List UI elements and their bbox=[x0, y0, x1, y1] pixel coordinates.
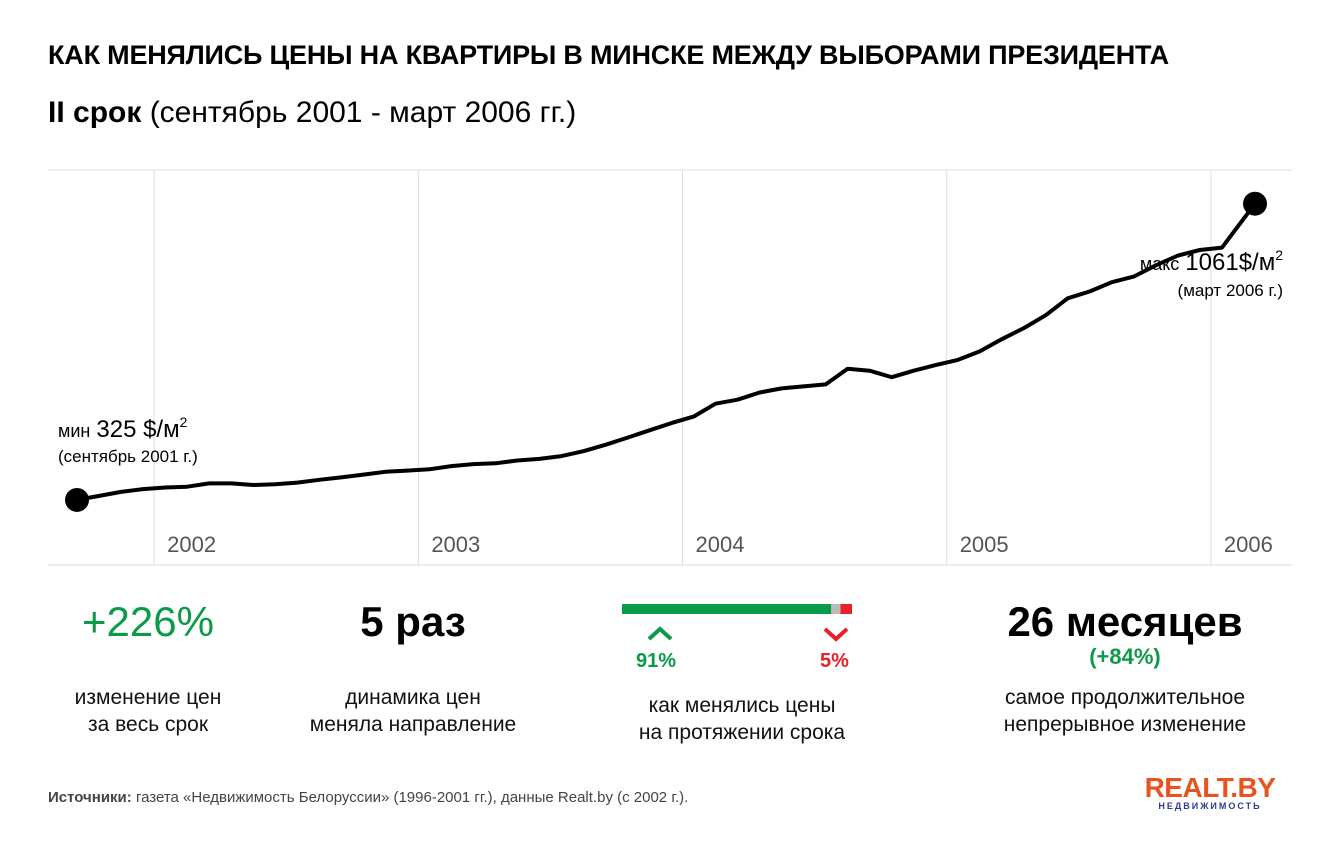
x-tick-label: 2004 bbox=[696, 532, 745, 557]
bar-flat bbox=[831, 604, 841, 614]
realt-logo[interactable]: REALT.BY НЕДВИЖИМОСТЬ bbox=[1140, 772, 1280, 811]
bar-down bbox=[840, 604, 852, 614]
min-point bbox=[65, 487, 89, 512]
chevron-up-icon bbox=[647, 626, 673, 641]
stat-longest-sub: (+84%) bbox=[1089, 644, 1161, 669]
logo-tagline: НЕДВИЖИМОСТЬ bbox=[1158, 801, 1262, 811]
sources-label: Источники: bbox=[48, 789, 132, 806]
max-prefix: макс bbox=[1140, 254, 1179, 274]
stat-split-caption-line2: на протяжении срока bbox=[638, 721, 846, 744]
subtitle-period: (сентябрь 2001 - март 2006 гг.) bbox=[141, 96, 577, 129]
stat-change-caption-line1: изменение цен bbox=[74, 686, 222, 709]
stat-split-caption-text: как менялись цены на протяжении срока bbox=[612, 692, 872, 746]
stat-longest: 26 месяцев (+84%) самое продолжительное … bbox=[960, 598, 1290, 738]
stat-split-caption: как менялись цены на протяжении срока bbox=[612, 692, 872, 746]
stat-longest-value: 26 месяцев bbox=[1007, 598, 1243, 645]
max-note: (март 2006 г.) bbox=[1178, 281, 1283, 300]
stat-direction: 5 раз динамика цен меняла направление bbox=[283, 598, 543, 738]
logo-wordmark: REALT.BY bbox=[1144, 772, 1276, 803]
stat-direction-caption-line2: меняла направление bbox=[309, 713, 517, 736]
max-label: макс 1061$/м2 bbox=[1140, 247, 1283, 276]
x-axis-ticks: 2002 2003 2004 2005 2006 bbox=[167, 532, 1273, 557]
sources-text: газета «Недвижимость Белоруссии» (1996-2… bbox=[131, 789, 689, 806]
subtitle-term: II срок bbox=[48, 96, 142, 129]
min-value: 325 $/м bbox=[96, 416, 179, 443]
x-tick-label: 2005 bbox=[960, 532, 1009, 557]
x-tick-label: 2003 bbox=[431, 532, 480, 557]
stat-longest-caption: самое продолжительное непрерывное измене… bbox=[960, 684, 1290, 738]
price-line bbox=[75, 201, 1257, 502]
chart-subtitle: II срок (сентябрь 2001 - март 2006 гг.) bbox=[48, 96, 576, 130]
stat-change: +226% изменение цен за весь срок bbox=[48, 598, 248, 738]
price-line-chart: 2002 2003 2004 2005 2006 мин 325 $/м2 (сентяб… bbox=[48, 169, 1292, 566]
bar-up bbox=[622, 604, 832, 614]
max-point bbox=[1243, 191, 1267, 216]
stat-direction-value: 5 раз bbox=[360, 598, 466, 645]
stat-longest-caption-line2: непрерывное изменение bbox=[1003, 713, 1247, 736]
chevron-down-icon bbox=[823, 627, 849, 642]
stat-change-caption: изменение цен за весь срок bbox=[48, 684, 248, 738]
sources-note: Источники: газета «Недвижимость Белорусс… bbox=[48, 789, 688, 806]
up-percent: 91% bbox=[636, 650, 677, 672]
min-sup: 2 bbox=[180, 414, 188, 430]
stat-direction-caption-line1: динамика цен bbox=[345, 686, 481, 709]
x-tick-label: 2002 bbox=[167, 532, 216, 557]
max-value: 1061$/м bbox=[1185, 249, 1275, 276]
x-tick-label: 2006 bbox=[1224, 532, 1273, 557]
chart-grid bbox=[48, 169, 1292, 566]
stat-split-caption-line1: как менялись цены bbox=[648, 694, 836, 717]
stat-change-caption-line2: за весь срок bbox=[87, 713, 209, 736]
min-label: мин 325 $/м2 bbox=[58, 414, 188, 443]
stat-direction-caption: динамика цен меняла направление bbox=[283, 684, 543, 738]
min-note: (сентябрь 2001 г.) bbox=[58, 447, 198, 466]
stat-longest-caption-line1: самое продолжительное bbox=[1004, 686, 1246, 709]
max-sup: 2 bbox=[1275, 247, 1283, 263]
direction-split-bar bbox=[622, 604, 852, 642]
min-prefix: мин bbox=[58, 421, 90, 441]
stat-change-value: +226% bbox=[82, 598, 214, 645]
down-percent: 5% bbox=[820, 650, 849, 672]
chart-title: КАК МЕНЯЛИСЬ ЦЕНЫ НА КВАРТИРЫ В МИНСКЕ М… bbox=[48, 40, 1169, 70]
